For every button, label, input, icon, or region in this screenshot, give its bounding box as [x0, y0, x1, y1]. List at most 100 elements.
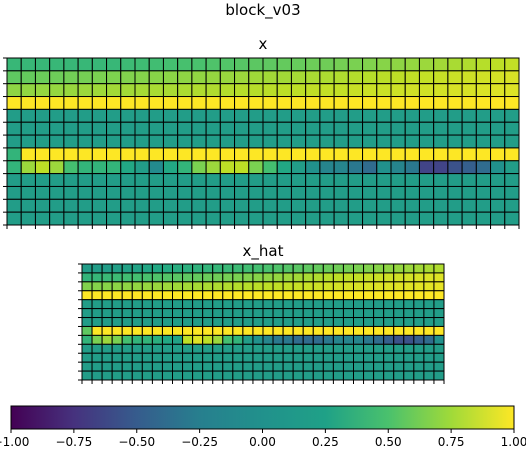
heatmap-x-hat-cell [192, 361, 204, 372]
heatmap-x-hat-cell [433, 317, 445, 327]
heatmap-x-cell [333, 160, 349, 175]
heatmap-x-cell [34, 160, 51, 175]
heatmap-x-cell [390, 83, 406, 98]
heatmap-x-hat-cell [282, 343, 294, 354]
heatmap-x-hat-cell [373, 290, 385, 301]
heatmap-x-cell [91, 173, 108, 187]
heatmap-x-hat-cell [342, 308, 355, 319]
heatmap-x-cell [106, 108, 122, 123]
heatmap-x-cell [34, 211, 51, 226]
heatmap-x-cell [191, 211, 207, 226]
heatmap-x-cell [20, 147, 36, 162]
heatmap-x-cell [447, 96, 463, 110]
heatmap-x-hat-cell [413, 334, 425, 345]
heatmap-x-hat-cell [423, 370, 435, 381]
heatmap-x [3, 57, 520, 229]
heatmap-x-cell [290, 173, 307, 187]
heatmap-x-cell [248, 185, 264, 200]
heatmap-x-hat-cell [121, 334, 133, 345]
heatmap-x-hat-cell [202, 361, 214, 372]
heatmap-x-cell [290, 70, 307, 85]
heatmap-x-hat-cell [423, 343, 435, 354]
heatmap-x-hat-cell [322, 343, 334, 354]
heatmap-x-cell [177, 160, 193, 175]
heatmap-x-hat-cell [433, 299, 445, 310]
heatmap-x-hat-cell [212, 370, 224, 381]
heatmap-x-cell [504, 96, 520, 110]
heatmap-x-hat-cell [403, 272, 415, 283]
heatmap-x-cell [447, 173, 463, 187]
heatmap-x-hat-cell [182, 334, 194, 345]
heatmap-x-cell [433, 147, 449, 162]
heatmap-x-hat-cell [342, 263, 355, 274]
heatmap-x-cell [319, 211, 335, 226]
heatmap-x-cell [219, 160, 236, 175]
heatmap-x-cell [461, 147, 477, 162]
heatmap-x-hat-cell [353, 352, 365, 363]
heatmap-x-hat-cell [332, 290, 344, 301]
heatmap-x-hat-cell [302, 352, 314, 363]
heatmap-x-hat-cell [423, 272, 435, 283]
heatmap-x-hat-cell [272, 263, 284, 274]
heatmap-x-cell [134, 173, 150, 187]
heatmap-x-cell [77, 121, 93, 136]
heatmap-x-cell [177, 134, 193, 149]
heatmap-x-hat-cell [322, 290, 334, 301]
heatmap-x-cell [234, 70, 250, 85]
heatmap-x-hat-cell [151, 370, 163, 381]
heatmap-x-cell [63, 147, 79, 162]
heatmap-x-cell [120, 211, 136, 226]
heatmap-x-cell [490, 134, 506, 149]
heatmap-x-hat-cell [111, 352, 123, 363]
heatmap-x-hat-cell [433, 343, 445, 354]
heatmap-x-cell [376, 147, 392, 162]
heatmap-x-cell [362, 147, 378, 162]
heatmap-x-hat-cell [292, 370, 304, 381]
heatmap-x-cell [305, 185, 321, 200]
heatmap-x-hat-cell [353, 361, 365, 372]
heatmap-x-cell [362, 198, 378, 213]
heatmap-x-hat-cell [332, 308, 344, 319]
heatmap-x-hat-cell [252, 308, 264, 319]
heatmap-x-cell [219, 57, 236, 72]
heatmap-x-hat-cell [312, 317, 324, 327]
heatmap-x-hat-cell [192, 272, 204, 283]
heatmap-x-cell [504, 121, 520, 136]
heatmap-x-hat-cell [413, 325, 425, 336]
heatmap-x-cell [120, 108, 136, 123]
heatmap-x-hat-cell [161, 352, 173, 363]
heatmap-x-hat-cell [383, 263, 395, 274]
heatmap-x-cell [504, 108, 520, 123]
heatmap-x-hat-cell [292, 299, 304, 310]
heatmap-x-hat-cell [222, 334, 234, 345]
heatmap-x-cell [347, 198, 364, 213]
heatmap-x-hat-cell [332, 334, 344, 345]
heatmap-x-hat-cell [342, 317, 355, 327]
heatmap-x-cell [20, 160, 36, 175]
heatmap-x-cell [20, 185, 36, 200]
heatmap-x-hat-cell [383, 343, 395, 354]
heatmap-x-hat-cell [262, 334, 274, 345]
heatmap-x-cell [404, 173, 420, 187]
heatmap-x-cell [305, 108, 321, 123]
heatmap-x-cell [433, 134, 449, 149]
heatmap-x-hat-cell [81, 272, 93, 283]
heatmap-x-cell [91, 147, 108, 162]
heatmap-x-hat-cell [423, 290, 435, 301]
heatmap-x-cell [63, 121, 79, 136]
figure-title: block_v03 [225, 1, 300, 20]
heatmap-x-cell [234, 160, 250, 175]
heatmap-x-cell [162, 185, 179, 200]
heatmap-x-hat-cell [312, 290, 324, 301]
heatmap-x-cell [475, 121, 492, 136]
heatmap-x-cell [120, 70, 136, 85]
colorbar-tick-label: −0.75 [55, 435, 92, 449]
heatmap-x-hat-cell [393, 343, 405, 354]
heatmap-x-cell [162, 96, 179, 110]
heatmap-x-hat-cell [353, 317, 365, 327]
heatmap-x-cell [447, 121, 463, 136]
heatmap-x-hat-cell [393, 325, 405, 336]
heatmap-x-hat-cell [161, 272, 173, 283]
heatmap-x-cell [91, 211, 108, 226]
heatmap-x-cell [390, 198, 406, 213]
